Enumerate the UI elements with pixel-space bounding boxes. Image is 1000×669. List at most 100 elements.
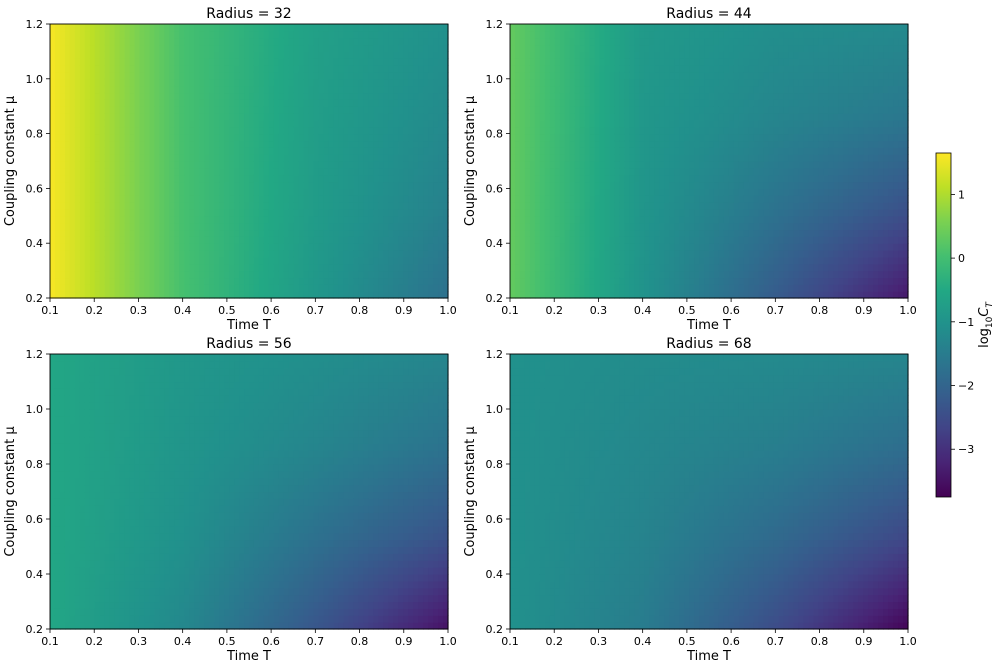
heatmap-cell [358,99,365,107]
heatmap-cell [534,147,541,155]
heatmap-cell [634,65,640,73]
heatmap-cell [333,30,340,39]
heatmap-cell [244,92,250,100]
heatmap-cell [413,161,419,169]
heatmap-cell [253,65,260,73]
heatmap-cell [614,30,621,39]
heatmap-cell [328,188,335,196]
heatmap-cell [398,147,404,155]
heatmap-cell [649,215,655,224]
heatmap-cell [519,126,526,135]
heatmap-cell [418,181,424,189]
heatmap-cell [629,229,635,237]
heatmap-cell [393,58,399,66]
heatmap-cell [268,195,275,203]
heatmap-cell [368,208,374,217]
heatmap-cell [174,78,180,87]
heatmap-cell [524,30,531,39]
heatmap-cell [89,44,96,52]
heatmap-cell [159,51,166,59]
heatmap-cell [433,256,439,265]
heatmap-cell [544,44,551,52]
heatmap-cell [119,51,126,59]
heatmap-cell [378,24,384,32]
heatmap-cell [699,229,705,237]
heatmap-cell [684,24,690,32]
heatmap-cell [129,250,136,258]
heatmap-cell [184,119,190,128]
heatmap-cell [569,284,576,292]
heatmap-cell [639,106,645,114]
heatmap-cell [604,222,611,231]
heatmap-cell [338,243,345,251]
heatmap-cell [313,71,320,80]
heatmap-cell [403,243,409,251]
heatmap-cell [594,236,601,244]
heatmap-cell [348,263,355,272]
heatmap-cell [554,181,561,189]
heatmap-cell [614,154,621,162]
heatmap-cell [298,44,305,52]
heatmap-cell [124,256,131,265]
heatmap-cell [363,71,369,80]
heatmap-cell [154,188,161,196]
heatmap-cell [338,270,345,279]
heatmap-cell [378,113,384,121]
heatmap-cell [273,24,280,32]
heatmap-cell [129,277,136,285]
heatmap-cell [149,92,156,100]
heatmap-cell [134,181,141,189]
heatmap-cell [723,277,730,285]
heatmap-cell [50,243,56,251]
y-tick-label: 0.6 [26,182,44,195]
heatmap-cell [373,78,379,87]
heatmap-cell [358,51,365,59]
heatmap-cell [368,37,374,46]
heatmap-cell [169,44,175,52]
heatmap-cell [89,277,96,285]
heatmap-cell [174,236,180,244]
heatmap-cell [94,188,101,196]
heatmap-cell [184,174,190,183]
heatmap-cell [154,78,161,87]
heatmap-cell [159,161,166,169]
heatmap-cell [649,284,655,292]
heatmap-cell [664,113,670,121]
heatmap-cell [204,202,210,210]
heatmap-cell [524,161,531,169]
heatmap-cell [318,119,325,128]
heatmap-cell [723,263,730,272]
heatmap-cell [323,85,330,94]
heatmap-cell [204,85,210,94]
heatmap-cell [624,58,630,66]
heatmap-cell [378,202,384,210]
heatmap-cell [544,78,551,87]
heatmap-cell [413,78,419,87]
heatmap-cell [584,133,591,142]
heatmap-cell [184,140,190,148]
heatmap-cell [679,277,685,285]
heatmap-cell [308,188,315,196]
heatmap-cell [674,65,680,73]
heatmap-cell [699,174,705,183]
heatmap-cell [74,154,81,162]
heatmap-cell [510,37,516,46]
heatmap-cell [199,256,205,265]
heatmap-cell [589,113,596,121]
heatmap-cell [378,44,384,52]
heatmap-cell [209,119,215,128]
heatmap-cell [214,236,220,244]
heatmap-cell [263,71,270,80]
heatmap-cell [408,65,414,73]
heatmap-cell [659,256,665,265]
heatmap-cell [234,51,240,59]
heatmap-cell [373,140,379,148]
heatmap-cell [383,222,389,231]
heatmap-cell [194,277,200,285]
heatmap-cell [84,250,91,258]
heatmap-cell [278,119,285,128]
heatmap-cell [119,277,126,285]
heatmap-cell [139,92,146,100]
heatmap-cell [383,188,389,196]
heatmap-cell [253,250,260,258]
